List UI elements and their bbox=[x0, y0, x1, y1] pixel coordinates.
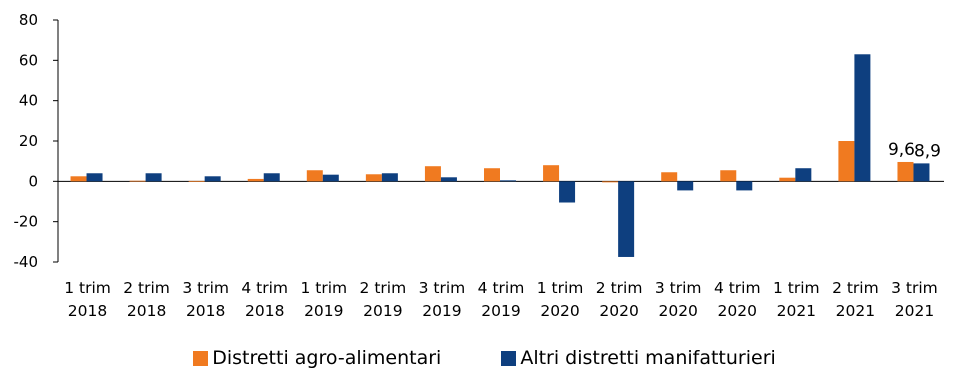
legend-swatch-altri bbox=[501, 350, 517, 366]
x-tick-label: 2 trim 2019 bbox=[360, 279, 407, 320]
x-tick-label: 1 trim 2020 bbox=[537, 279, 584, 320]
x-tick-label: 1 trim 2018 bbox=[64, 279, 111, 320]
x-tick-label: 2 trim 2018 bbox=[123, 279, 170, 320]
y-tick-label: 80 bbox=[19, 11, 38, 29]
labels: 1 trim 2018 2 trim 2018 3 trim 2018 4 trim 2018… bbox=[64, 140, 941, 320]
x-tick-label: 4 trim 2018 bbox=[241, 279, 288, 320]
y-tick-label: -40 bbox=[14, 253, 39, 271]
bar-altri bbox=[677, 181, 694, 191]
x-tick-label: 4 trim 2020 bbox=[714, 279, 761, 320]
bar-altri bbox=[795, 168, 812, 182]
legend-label-agro: Distretti agro-alimentari bbox=[212, 347, 442, 369]
bar-altri bbox=[736, 181, 753, 191]
x-tick-label: 2 trim 2021 bbox=[832, 279, 879, 320]
x-tick-label: 4 trim 2019 bbox=[478, 279, 525, 320]
bar-altri bbox=[854, 54, 871, 182]
bar-altri bbox=[204, 176, 221, 182]
legend-item-agro: Distretti agro-alimentari bbox=[193, 347, 441, 369]
y-tick-label: -20 bbox=[14, 213, 39, 231]
legend: Distretti agro-alimentari Altri distrett… bbox=[0, 347, 969, 369]
bar-agro bbox=[424, 166, 441, 182]
bar-agro bbox=[838, 141, 855, 182]
x-tick-label: 3 trim 2018 bbox=[182, 279, 229, 320]
y-tick-label: 60 bbox=[19, 51, 38, 69]
bar-agro bbox=[779, 177, 796, 182]
bar-agro bbox=[661, 172, 678, 182]
y-tick-label: 40 bbox=[19, 92, 38, 110]
bar-altri bbox=[500, 180, 516, 182]
bar-agro bbox=[365, 174, 382, 182]
bar-agro bbox=[897, 161, 914, 182]
bar-agro bbox=[247, 178, 264, 182]
bar-altri bbox=[913, 163, 930, 182]
bar-altri bbox=[86, 173, 103, 182]
bar-agro bbox=[306, 170, 323, 182]
x-tick-label: 3 trim 2019 bbox=[419, 279, 466, 320]
y-tick-label: 20 bbox=[19, 132, 38, 150]
legend-item-altri: Altri distretti manifatturieri bbox=[501, 347, 776, 369]
x-tick-label: 1 trim 2021 bbox=[773, 279, 820, 320]
x-tick-label: 3 trim 2021 bbox=[891, 279, 938, 320]
bar-agro bbox=[720, 170, 737, 182]
bar-altri bbox=[145, 173, 162, 182]
x-tick-label: 2 trim 2020 bbox=[596, 279, 643, 320]
bar-agro bbox=[543, 165, 560, 182]
x-tick-label: 1 trim 2019 bbox=[300, 279, 347, 320]
bar-altri bbox=[381, 173, 398, 182]
bar-agro bbox=[602, 181, 619, 183]
data-label: 8,9 bbox=[914, 141, 941, 161]
axes: 80 60 40 20 0 -20 -40 bbox=[14, 11, 944, 271]
bar-agro bbox=[484, 168, 500, 182]
x-tick-label: 3 trim 2020 bbox=[655, 279, 702, 320]
bar-agro bbox=[188, 180, 205, 182]
y-tick-label: 0 bbox=[28, 172, 38, 190]
bar-altri bbox=[618, 181, 635, 257]
bar-altri bbox=[322, 174, 339, 182]
bars bbox=[70, 54, 930, 257]
legend-label-altri: Altri distretti manifatturieri bbox=[520, 347, 776, 369]
bar-agro bbox=[129, 180, 146, 182]
bar-altri bbox=[559, 181, 576, 203]
data-label: 9,6 bbox=[888, 140, 915, 160]
bar-altri bbox=[440, 177, 457, 182]
legend-swatch-agro bbox=[193, 350, 209, 366]
bar-agro bbox=[70, 176, 87, 182]
bar-altri bbox=[263, 173, 280, 182]
